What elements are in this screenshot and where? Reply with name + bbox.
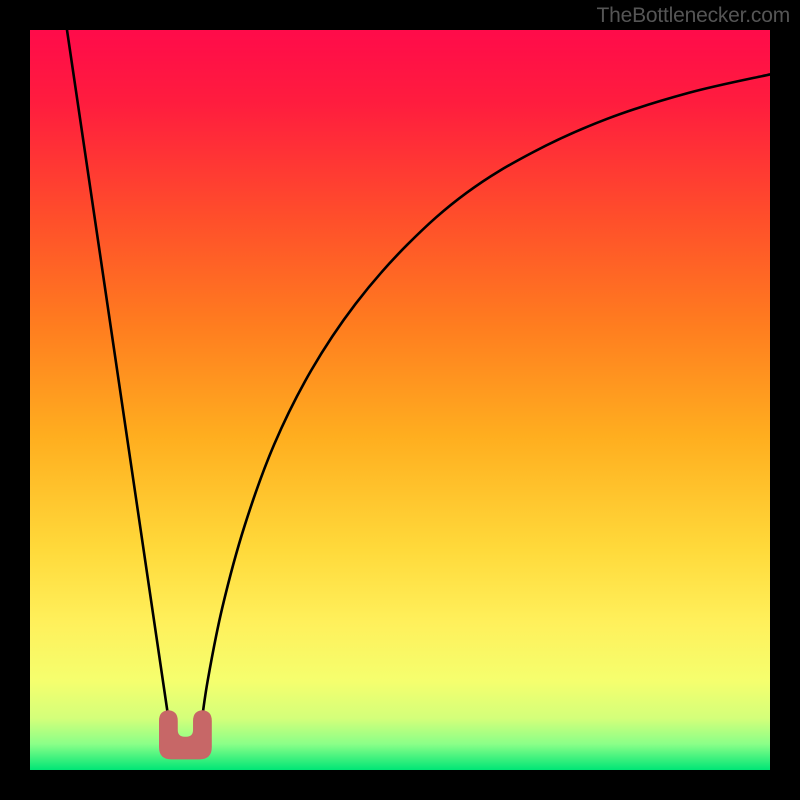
bottleneck-chart-svg [0, 0, 800, 800]
chart-canvas: TheBottlenecker.com [0, 0, 800, 800]
